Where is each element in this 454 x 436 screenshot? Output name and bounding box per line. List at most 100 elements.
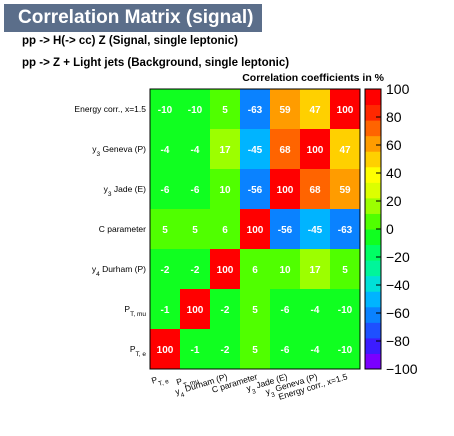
heatmap-cell	[240, 169, 270, 209]
cell-value: 59	[339, 185, 351, 196]
cell-value: -2	[221, 345, 230, 356]
colorbar-band	[365, 151, 381, 168]
heatmap-cell	[210, 129, 240, 169]
heatmap-cell	[330, 89, 360, 129]
heatmap-cell	[150, 129, 180, 169]
cell-value: -10	[338, 305, 353, 316]
cell-value: -10	[188, 105, 203, 116]
colorbar-tick-label: 0	[386, 221, 394, 237]
heatmap-cell	[180, 329, 210, 369]
title-box: Correlation Matrix (signal)	[4, 4, 262, 32]
heatmap-cell	[330, 249, 360, 289]
heatmap-cell	[300, 129, 330, 169]
x-tick-label: PT, e	[150, 371, 170, 389]
colorbar-tick-label: −100	[386, 361, 418, 377]
colorbar-band	[365, 260, 381, 277]
colorbar-band	[365, 120, 381, 137]
heatmap-cell	[240, 249, 270, 289]
cell-value: -4	[191, 145, 200, 156]
heatmap-cell	[270, 129, 300, 169]
subtitle-background: pp -> Z + Light jets (Background, single…	[22, 57, 290, 69]
y-tick-label: y3 Geneva (P)	[92, 144, 146, 158]
heatmap-cell	[270, 209, 300, 249]
cell-value: 68	[309, 185, 321, 196]
cell-value: -1	[191, 345, 200, 356]
cell-value: 100	[337, 105, 354, 116]
cell-value: -10	[158, 105, 173, 116]
colorbar-tick-label: 80	[386, 109, 402, 125]
heatmap-cell	[150, 329, 180, 369]
heatmap-cell	[150, 289, 180, 329]
heatmap-cell	[330, 329, 360, 369]
heatmap-cell	[180, 289, 210, 329]
heatmap-cell	[300, 89, 330, 129]
heatmap-cell	[150, 89, 180, 129]
cell-value: -2	[161, 265, 170, 276]
cell-value: 47	[309, 105, 321, 116]
cell-value: 10	[279, 265, 291, 276]
heatmap-cell	[330, 169, 360, 209]
y-tick-label: PT, e	[130, 344, 147, 358]
heatmap-cell	[300, 249, 330, 289]
cell-value: -6	[161, 185, 170, 196]
heatmap-cell	[300, 169, 330, 209]
heatmap-cell	[210, 169, 240, 209]
colorbar-tick-label: 40	[386, 165, 402, 181]
page-title: Correlation Matrix (signal)	[18, 7, 254, 28]
cell-value: 100	[247, 225, 264, 236]
colorbar-band	[365, 337, 381, 354]
y-tick-label: Energy corr., x=1.5	[74, 104, 146, 114]
cell-value: 68	[279, 145, 291, 156]
cell-value: -4	[311, 305, 320, 316]
colorbar-band	[365, 322, 381, 339]
cell-value: 17	[309, 265, 321, 276]
cell-value: -63	[338, 225, 353, 236]
heatmap-cell	[240, 209, 270, 249]
heatmap-cell	[150, 169, 180, 209]
heatmap-cell	[150, 209, 180, 249]
colorbar-tick-label: 100	[386, 81, 410, 97]
heatmap-cell	[180, 249, 210, 289]
heatmap-cell	[330, 129, 360, 169]
heatmap-cell	[300, 209, 330, 249]
heatmap-cell	[240, 289, 270, 329]
cell-value: 5	[192, 225, 198, 236]
heatmap-cell	[180, 209, 210, 249]
colorbar-band	[365, 135, 381, 152]
heatmap-cell	[270, 289, 300, 329]
cell-value: -63	[248, 105, 263, 116]
colorbar-tick-label: −40	[386, 277, 410, 293]
cell-value: 47	[339, 145, 351, 156]
cell-value: 59	[279, 105, 291, 116]
colorbar-band	[365, 306, 381, 323]
cell-value: 100	[187, 305, 204, 316]
cell-value: 5	[342, 265, 348, 276]
heatmap-cell	[270, 169, 300, 209]
cell-value: -2	[191, 265, 200, 276]
heatmap-cell	[210, 329, 240, 369]
cell-value: 5	[252, 345, 258, 356]
cell-value: -45	[248, 145, 263, 156]
colorbar-band	[365, 244, 381, 261]
cell-value: 100	[307, 145, 324, 156]
cell-value: 10	[219, 185, 231, 196]
heatmap-cell	[150, 249, 180, 289]
colorbar-band	[365, 197, 381, 214]
cell-value: 5	[162, 225, 168, 236]
colorbar-tick-label: 20	[386, 193, 402, 209]
heatmap-cell	[330, 209, 360, 249]
heatmap-cell	[270, 89, 300, 129]
colorbar-band	[365, 104, 381, 121]
x-tick-label: PT, mu	[175, 371, 200, 390]
cell-value: 100	[217, 265, 234, 276]
heatmap-cell	[240, 329, 270, 369]
heatmap-cell	[180, 89, 210, 129]
colorbar-band	[365, 275, 381, 292]
heatmap-cell	[240, 129, 270, 169]
y-tick-label: C parameter	[99, 224, 146, 234]
heatmap-cell	[240, 89, 270, 129]
cell-value: -45	[308, 225, 323, 236]
heatmap-cell	[210, 249, 240, 289]
heatmap-cell	[330, 289, 360, 329]
heatmap-cell	[270, 249, 300, 289]
